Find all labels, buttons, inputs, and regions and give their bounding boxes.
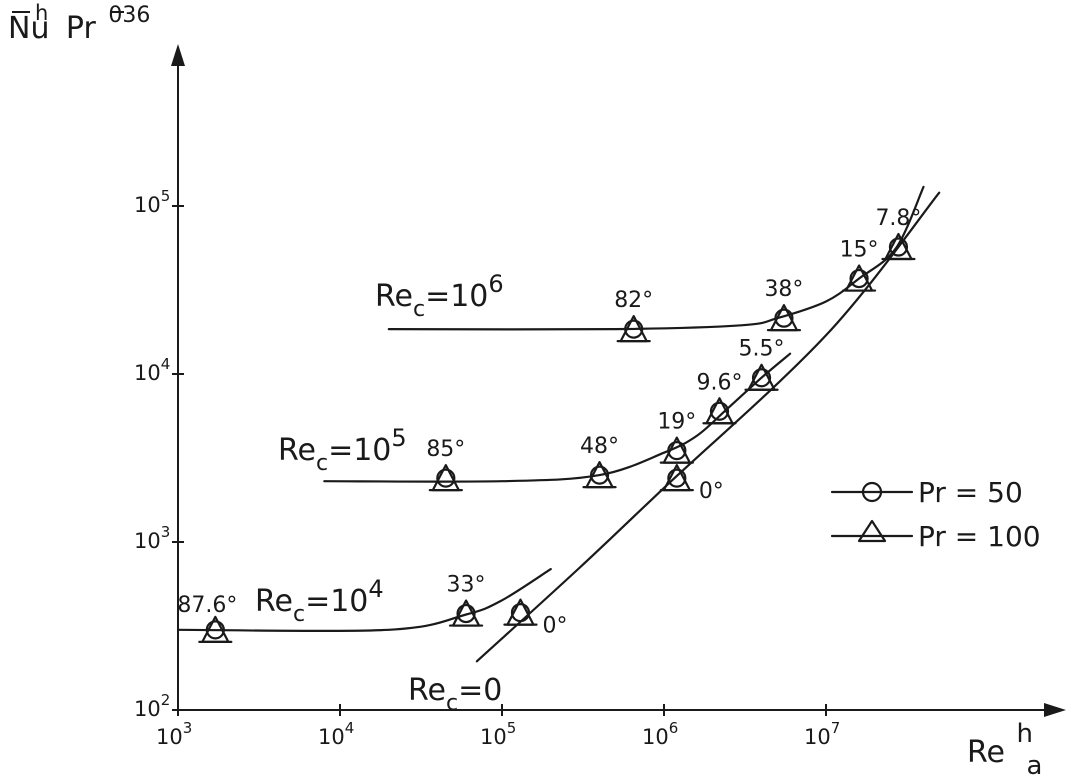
y-label-pr: Pr [66, 11, 97, 46]
y-tick-label: 102 [134, 691, 170, 721]
triangle-marker [662, 436, 691, 464]
curve-line-1 [323, 352, 792, 483]
angle-label: 7.8° [875, 206, 921, 231]
x-label-sup: h [1017, 719, 1033, 749]
curve-label-rec-1e6: Rec=106 [375, 270, 504, 322]
triangle-marker [506, 598, 535, 626]
triangle-marker [705, 397, 734, 425]
legend-circle-icon [861, 481, 883, 503]
legend-triangle-icon [857, 519, 887, 543]
x-axis-arrow-icon [1044, 703, 1066, 717]
triangle-marker [884, 232, 913, 261]
x-label-base: Re [967, 735, 1005, 770]
circle-marker [774, 308, 794, 328]
legend: Pr = 50 Pr = 100 [830, 476, 1041, 553]
circle-marker [751, 368, 772, 388]
circle-marker [205, 620, 225, 640]
curve-line-2 [176, 568, 552, 633]
triangle-marker [844, 264, 874, 292]
triangle-marker [451, 599, 481, 627]
y-axis-label: Nu h Pr 036 [8, 0, 150, 46]
triangle-marker [585, 461, 614, 489]
angle-label: 5.5° [739, 337, 785, 362]
axes [171, 44, 1066, 717]
circle-marker [849, 268, 869, 289]
angle-label: 19° [657, 410, 696, 435]
legend-label-pr100: Pr = 100 [918, 520, 1041, 553]
circle-marker [624, 319, 644, 339]
circle-marker [510, 602, 531, 623]
circle-marker [667, 468, 687, 488]
angle-label: 9.6° [696, 370, 742, 395]
angle-label: 0° [542, 614, 567, 639]
angle-label: 85° [426, 437, 465, 462]
x-tick-label: 104 [318, 719, 354, 749]
y-ticks: 102 103 104 105 [134, 187, 184, 721]
circle-marker [436, 468, 456, 488]
x-tick-label: 105 [480, 719, 516, 749]
triangle-marker [747, 363, 776, 391]
y-tick-label: 103 [134, 523, 170, 553]
x-label-sub: a [1027, 751, 1043, 778]
curve-label-rec-1e4: Rec=104 [255, 575, 384, 627]
legend-label-pr50: Pr = 50 [918, 476, 1023, 509]
angle-label: 15° [840, 238, 879, 263]
angle-label: 48° [580, 434, 619, 459]
x-tick-label: 106 [642, 719, 678, 749]
circle-marker [888, 237, 909, 257]
triangle-marker [662, 464, 691, 492]
y-tick-label: 104 [134, 355, 170, 385]
triangle-marker [769, 304, 799, 332]
x-axis-label: Re h a [967, 715, 1043, 778]
x-tick-label: 107 [804, 719, 840, 749]
triangle-marker [201, 615, 230, 643]
angle-label: 38° [764, 277, 803, 302]
angle-label: 33° [447, 573, 486, 598]
y-axis-arrow-icon [171, 44, 185, 66]
y-label-nu: Nu [8, 11, 49, 46]
triangle-marker [619, 315, 648, 343]
y-label-nu-sup: h [35, 1, 48, 25]
y-label-pr-sup: 036 [108, 3, 150, 28]
curve-label-rec-0: Rec=0 [408, 673, 502, 716]
curve-label-rec-1e5: Rec=105 [278, 424, 407, 476]
angle-label: 0° [699, 479, 724, 504]
x-tick-label: 103 [156, 719, 192, 749]
circle-marker [456, 603, 476, 624]
y-tick-label: 105 [134, 187, 170, 217]
circle-marker [589, 465, 610, 485]
angle-label: 87.6° [177, 593, 237, 618]
circle-marker [667, 440, 687, 461]
markers: 87.6° 33° 0° 85° 48° 0° 19°9.6° 5.5° 82° 38° 15° 7.… [177, 206, 921, 643]
circle-marker [709, 401, 730, 421]
angle-label: 82° [614, 288, 653, 313]
x-ticks: 103 104 105 106 107 [156, 704, 840, 749]
triangle-marker [431, 464, 460, 492]
